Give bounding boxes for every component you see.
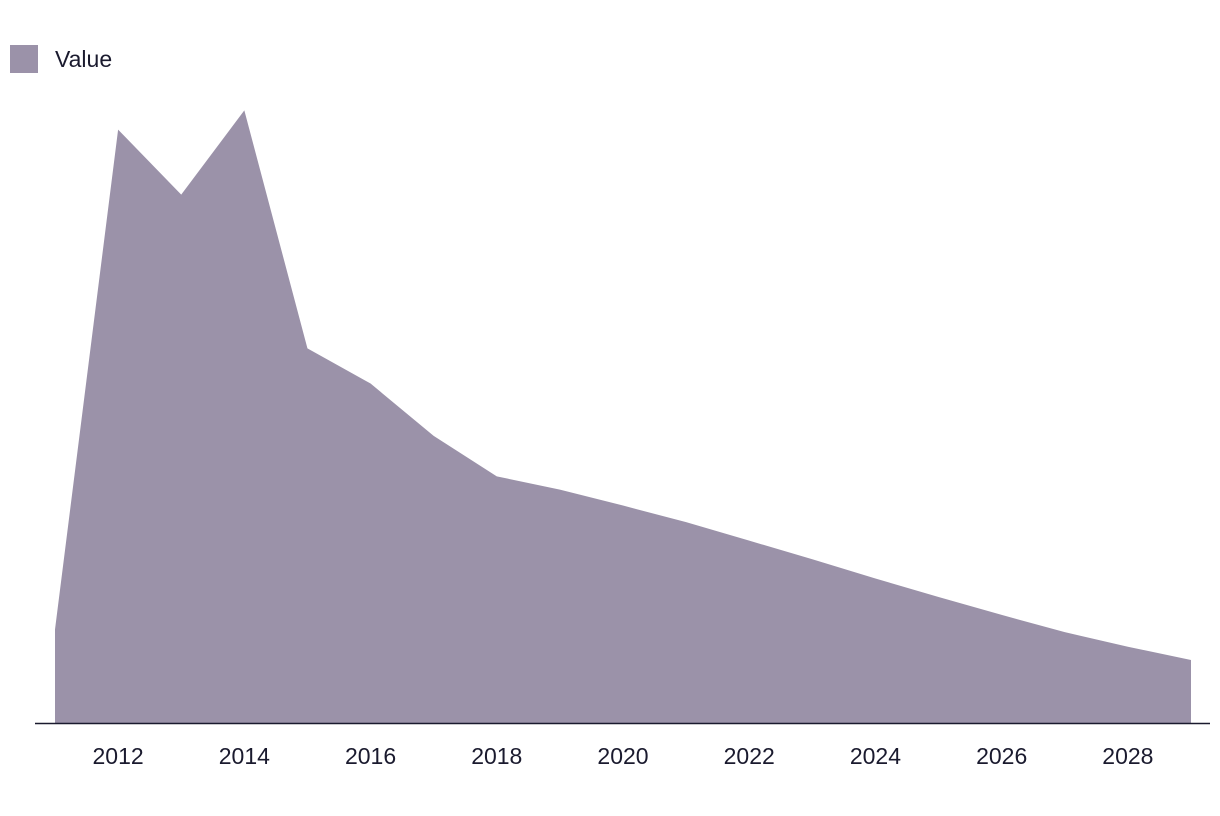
x-tick-label-2026: 2026 [976, 743, 1027, 769]
x-tick-label-2024: 2024 [850, 743, 901, 769]
legend-label: Value [55, 45, 113, 72]
x-tick-label-2022: 2022 [724, 743, 775, 769]
x-tick-label-2012: 2012 [93, 743, 144, 769]
x-tick-label-2028: 2028 [1102, 743, 1153, 769]
watermark: GlobalData [494, 386, 727, 435]
legend-swatch [10, 45, 38, 73]
x-axis-ticks: 2012 2014 2016 2018 2020 2022 2024 2026 2028 [93, 743, 1154, 769]
x-tick-label-2018: 2018 [471, 743, 522, 769]
legend: Value [10, 44, 112, 74]
x-tick-label-2016: 2016 [345, 743, 396, 769]
x-tick-label-2020: 2020 [597, 743, 648, 769]
x-tick-label-2014: 2014 [219, 743, 270, 769]
series-area-value [55, 110, 1191, 723]
